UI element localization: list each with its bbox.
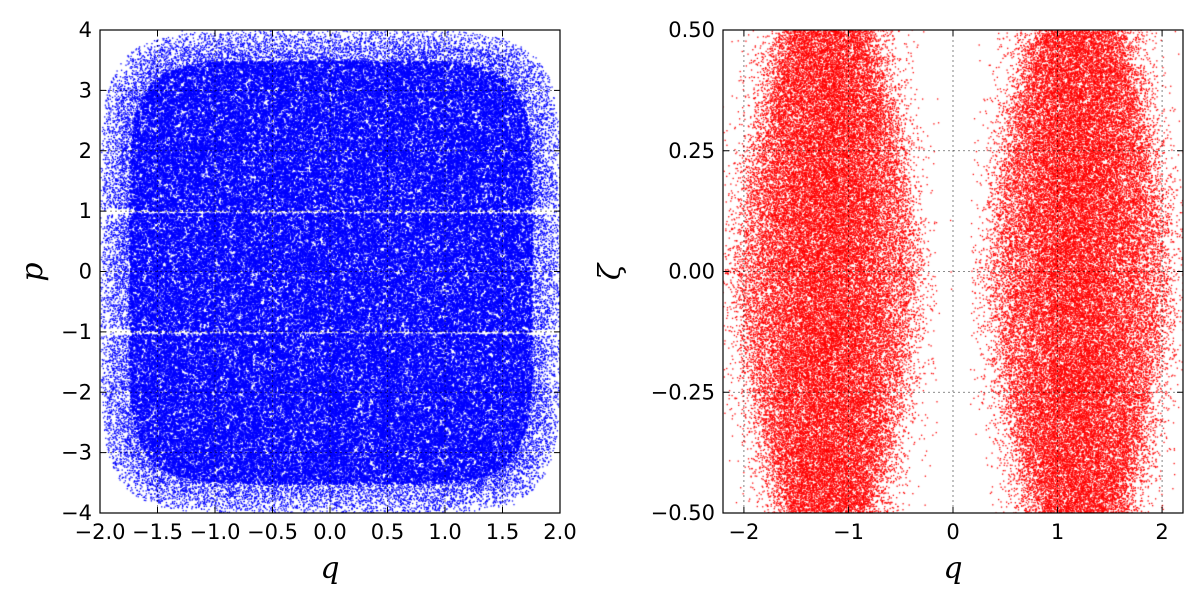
x-tick-label: 1 — [1051, 520, 1064, 544]
y-tick-label: 1 — [79, 199, 92, 223]
x-tick-label: −2.0 — [75, 520, 126, 544]
x-tick-label: −1 — [833, 520, 864, 544]
x-tick-label: −2 — [728, 520, 759, 544]
x-tick-label: 0.0 — [313, 520, 346, 544]
x-tick-label: 2 — [1155, 520, 1168, 544]
y-tick-label: −2 — [61, 380, 92, 404]
y-tick-label: −0.25 — [651, 380, 715, 404]
x-tick-label: −0.5 — [247, 520, 298, 544]
x-tick-label: 0.5 — [371, 520, 404, 544]
x-axis-label-right: q — [943, 551, 962, 586]
y-tick-label: 0.00 — [668, 260, 715, 284]
y-axis-label-right: ζ — [593, 262, 628, 280]
x-tick-label: −1.0 — [190, 520, 241, 544]
y-tick-label: 0 — [79, 260, 92, 284]
y-axis-label-left: p — [15, 262, 50, 281]
y-tick-label: −1 — [61, 320, 92, 344]
x-tick-label: −1.5 — [132, 520, 183, 544]
y-tick-label: 2 — [79, 139, 92, 163]
x-axis-label-left: q — [320, 551, 339, 586]
y-tick-label: −3 — [61, 441, 92, 465]
scatter-panel-left: −2.0 −1.5 −1.0 −0.5 0.0 0.5 1.0 1.5 2.0 −4 −3 −2 −1 0… — [15, 18, 577, 586]
y-tick-label: −4 — [61, 501, 92, 525]
x-tick-label: 1.5 — [486, 520, 519, 544]
y-tick-label: 4 — [79, 18, 92, 42]
scatter-panel-right: −2 −1 0 1 2 −0.50 −0.25 0.00 0.25 0.50 q ζ — [593, 18, 1184, 586]
y-tick-label: 3 — [79, 78, 92, 102]
y-tick-label: 0.25 — [668, 139, 715, 163]
y-tick-label: −0.50 — [651, 501, 715, 525]
y-tick-label: 0.50 — [668, 18, 715, 42]
x-tick-label: 0 — [946, 520, 959, 544]
x-tick-label: 2.0 — [543, 520, 576, 544]
x-tick-label: 1.0 — [428, 520, 461, 544]
